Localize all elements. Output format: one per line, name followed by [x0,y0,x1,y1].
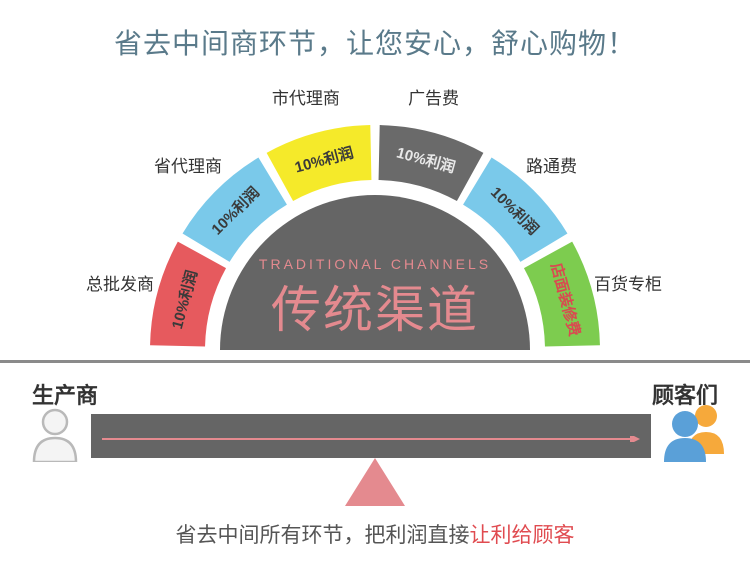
section-divider [0,360,750,363]
outer-label-0: 总批发商 [86,270,154,295]
page-title: 省去中间商环节，让您安心，舒心购物！ [0,0,750,62]
title-text: 省去中间商环节，让您安心，舒心购物！ [114,28,636,59]
outer-label-5: 百货专柜 [594,270,662,295]
producer-icon [28,406,82,462]
outer-label-4: 路通费 [526,152,577,177]
direct-arrow [102,436,640,442]
center-title: 传统渠道 [105,270,645,342]
bottom-caption: 省去中间所有环节，把利润直接让利给顾客 [0,519,750,549]
outer-label-3: 广告费 [408,84,459,109]
traditional-channels-arc: 10%利润10%利润10%利润10%利润10%利润店面装修费 TRADITION… [105,88,645,368]
caption-highlight: 让利给顾客 [470,524,575,547]
fulcrum-triangle [345,458,405,506]
caption-prefix: 省去中间所有环节，把利润直接 [176,524,470,547]
outer-label-1: 省代理商 [154,152,222,177]
customer-icon [662,402,728,462]
outer-label-2: 市代理商 [272,84,340,109]
